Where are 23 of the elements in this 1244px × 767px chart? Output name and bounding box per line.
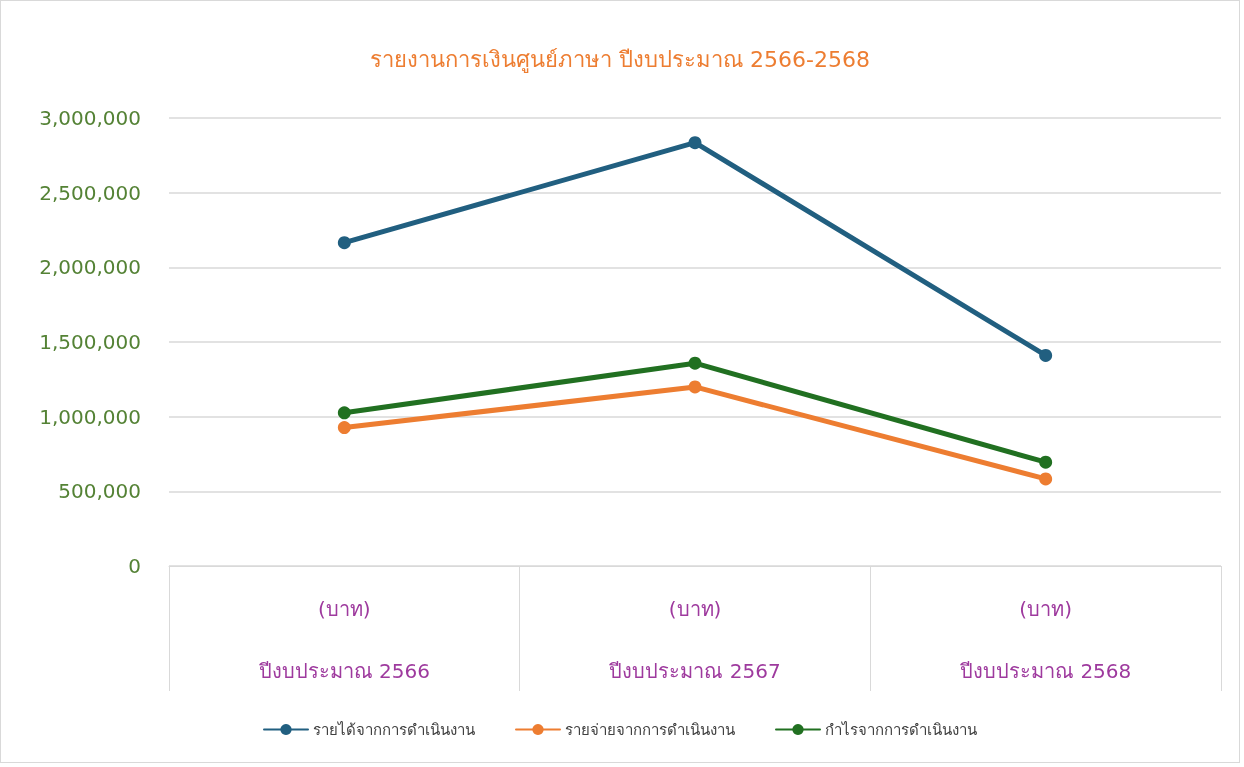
y-tick-label: 3,000,000 <box>39 106 141 130</box>
point <box>1039 472 1053 486</box>
legend-label: กำไรจากการดำเนินงาน <box>825 720 977 739</box>
category-label: (บาท) ปีงบประมาณ 2568 <box>960 597 1132 683</box>
legend-label: รายจ่ายจากการดำเนินงาน <box>565 720 735 739</box>
y-tick-label: 0 <box>128 554 141 578</box>
chart-title: รายงานการเงินศูนย์ภาษา ปีงบประมาณ 2566-2568 <box>370 46 870 73</box>
point <box>337 236 351 250</box>
y-tick-label: 500,000 <box>58 479 141 504</box>
category-label: (บาท) ปีงบประมาณ 2567 <box>609 597 781 683</box>
point <box>1039 455 1053 469</box>
category-label: (บาท) ปีงบประมาณ 2566 <box>258 597 430 683</box>
point <box>688 356 702 370</box>
y-tick-label: 2,000,000 <box>39 255 141 280</box>
legend-label: รายได้จากการดำเนินงาน <box>313 720 475 739</box>
point <box>337 421 351 435</box>
y-tick-label: 1,000,000 <box>39 404 141 429</box>
point <box>688 136 702 150</box>
y-tick-label: 2,500,000 <box>39 180 141 205</box>
point <box>688 380 702 394</box>
point <box>337 406 351 420</box>
point <box>1039 348 1053 362</box>
y-tick-label: 1,500,000 <box>39 330 141 354</box>
